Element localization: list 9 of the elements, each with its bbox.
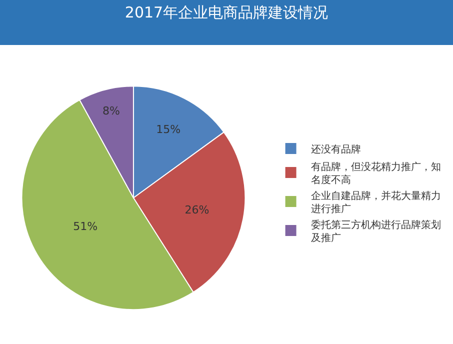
- legend-label: 还没有品牌: [310, 143, 361, 156]
- legend-label: 企业自建品牌，并花大量精力进行推广: [310, 190, 441, 215]
- data-label: 15%: [156, 122, 181, 136]
- data-label: 8%: [102, 104, 120, 118]
- legend-label: 委托第三方机构进行品牌策划及推广: [310, 218, 441, 244]
- data-label: 51%: [73, 220, 98, 233]
- legend-label: 有品牌，但没花精力推广，知名度不高: [310, 160, 441, 186]
- chart-title: 2017年企业电商品牌建设情况: [124, 3, 328, 22]
- data-label: 26%: [184, 203, 210, 216]
